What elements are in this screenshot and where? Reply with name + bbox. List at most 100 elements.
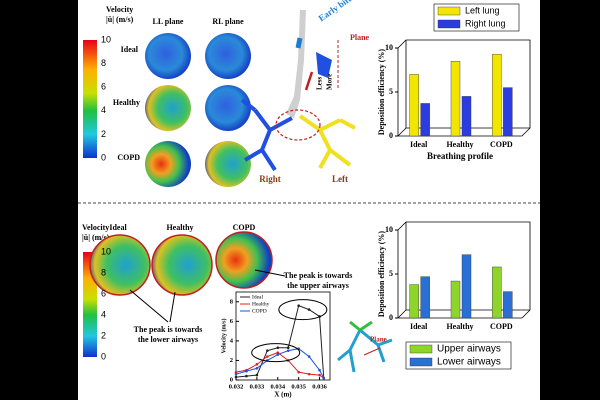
y-tick-label: 0	[230, 376, 233, 383]
x-tick-label: COPD	[490, 140, 513, 149]
column-header: RL plane	[212, 17, 244, 26]
series-line	[235, 348, 325, 379]
point	[322, 376, 326, 380]
column-header: COPD	[233, 223, 256, 232]
point	[286, 349, 290, 352]
streamlines	[89, 231, 286, 323]
highlight	[278, 299, 328, 321]
bar	[503, 291, 513, 319]
x-tick-label: Ideal	[410, 322, 428, 331]
legend-label: Healthy	[252, 301, 270, 307]
x-tick-label: 0.036	[312, 383, 327, 390]
x-tick-label: 0.035	[291, 383, 306, 390]
bar	[492, 266, 502, 319]
bar	[461, 96, 472, 137]
colorbar-tick: 6	[101, 288, 106, 298]
bar	[420, 276, 430, 319]
legend-label: Right lung	[465, 18, 506, 28]
y-tick-label: 4	[230, 337, 234, 344]
point	[276, 353, 280, 356]
legend-swatch	[409, 344, 433, 354]
panel-label: (b)	[62, 210, 72, 219]
bar	[450, 61, 461, 137]
legend-label: COPD	[252, 308, 267, 314]
y-axis-label: Velocity (m/s)	[220, 319, 227, 354]
plot-frame	[235, 291, 331, 381]
legend-label: Left lung	[465, 5, 500, 15]
point	[255, 373, 259, 377]
bar	[450, 280, 461, 319]
row-label: Ideal	[121, 45, 139, 54]
bar	[503, 87, 513, 137]
legend-swatch	[437, 19, 461, 29]
panel-label: (a)	[62, 13, 72, 22]
point	[255, 363, 259, 366]
y-tick-label: 5	[389, 87, 393, 96]
bar	[461, 254, 472, 319]
highlight	[251, 343, 301, 363]
x-tick-label: 0.033	[250, 383, 265, 390]
annotation: More	[326, 74, 334, 90]
colorbar-tick: 2	[101, 129, 106, 139]
bar	[409, 74, 419, 137]
point	[245, 374, 248, 378]
point	[234, 370, 238, 374]
annotation: Left	[332, 174, 348, 184]
point	[245, 369, 248, 373]
point	[276, 346, 280, 350]
y-tick-label: 10	[385, 43, 393, 52]
x-tick-label: Healthy	[446, 322, 473, 331]
point	[307, 355, 311, 358]
annotation: The peak is towards	[284, 271, 353, 280]
annotation: Plane	[370, 336, 387, 344]
y-tick-label: 6	[230, 318, 234, 325]
colorbar-tick: 0	[101, 152, 106, 162]
x-tick-label: 0.034	[270, 383, 285, 390]
annotation: the upper airways	[287, 281, 349, 290]
point	[266, 349, 269, 352]
y-tick-label: 0	[389, 131, 393, 140]
annotation: Right	[259, 174, 281, 184]
y-tick-label: 10	[385, 225, 393, 234]
legend-swatch	[409, 357, 433, 367]
annotation: The peak is towards	[134, 325, 203, 334]
colorbar-title: Velocity	[82, 223, 109, 232]
point	[297, 304, 300, 307]
y-tick-label: 2	[230, 357, 233, 364]
point	[286, 346, 290, 350]
bar	[420, 103, 430, 137]
colorbar-title: Velocity	[106, 5, 133, 14]
point	[255, 366, 259, 370]
colorbar-tick: 6	[101, 82, 106, 92]
bar	[409, 284, 419, 319]
legend-swatch	[437, 6, 461, 16]
row-label: COPD	[117, 153, 140, 162]
point	[307, 308, 311, 311]
point	[318, 368, 321, 372]
x-axis-label: Breathing profile	[427, 151, 493, 161]
point	[307, 372, 311, 376]
colorbar-tick: 4	[101, 309, 106, 319]
y-tick-label: 5	[389, 269, 393, 278]
colorbar-tick: 4	[101, 105, 106, 115]
point	[234, 372, 238, 376]
point	[266, 355, 269, 358]
point	[297, 370, 300, 374]
annotation: the lower airways	[138, 335, 198, 344]
y-axis-label: Deposition efficiency (%)	[377, 49, 386, 136]
y-axis-label: Deposition efficiency (%)	[377, 231, 386, 318]
series-line	[235, 352, 325, 379]
x-tick-label: COPD	[490, 322, 513, 331]
x-axis-label: X (m)	[274, 391, 292, 399]
colorbar-tick: 10	[101, 34, 111, 44]
x-tick-label: 0.032	[229, 383, 244, 390]
legend-label: Lower airways	[437, 357, 501, 368]
colorbar-tick: 10	[101, 246, 111, 256]
legend-label: Upper airways	[437, 344, 501, 355]
point	[318, 373, 321, 377]
colorbar-tick: 8	[101, 58, 106, 68]
annotation: Plane	[350, 33, 370, 42]
series-line	[235, 305, 325, 379]
point	[276, 351, 280, 354]
